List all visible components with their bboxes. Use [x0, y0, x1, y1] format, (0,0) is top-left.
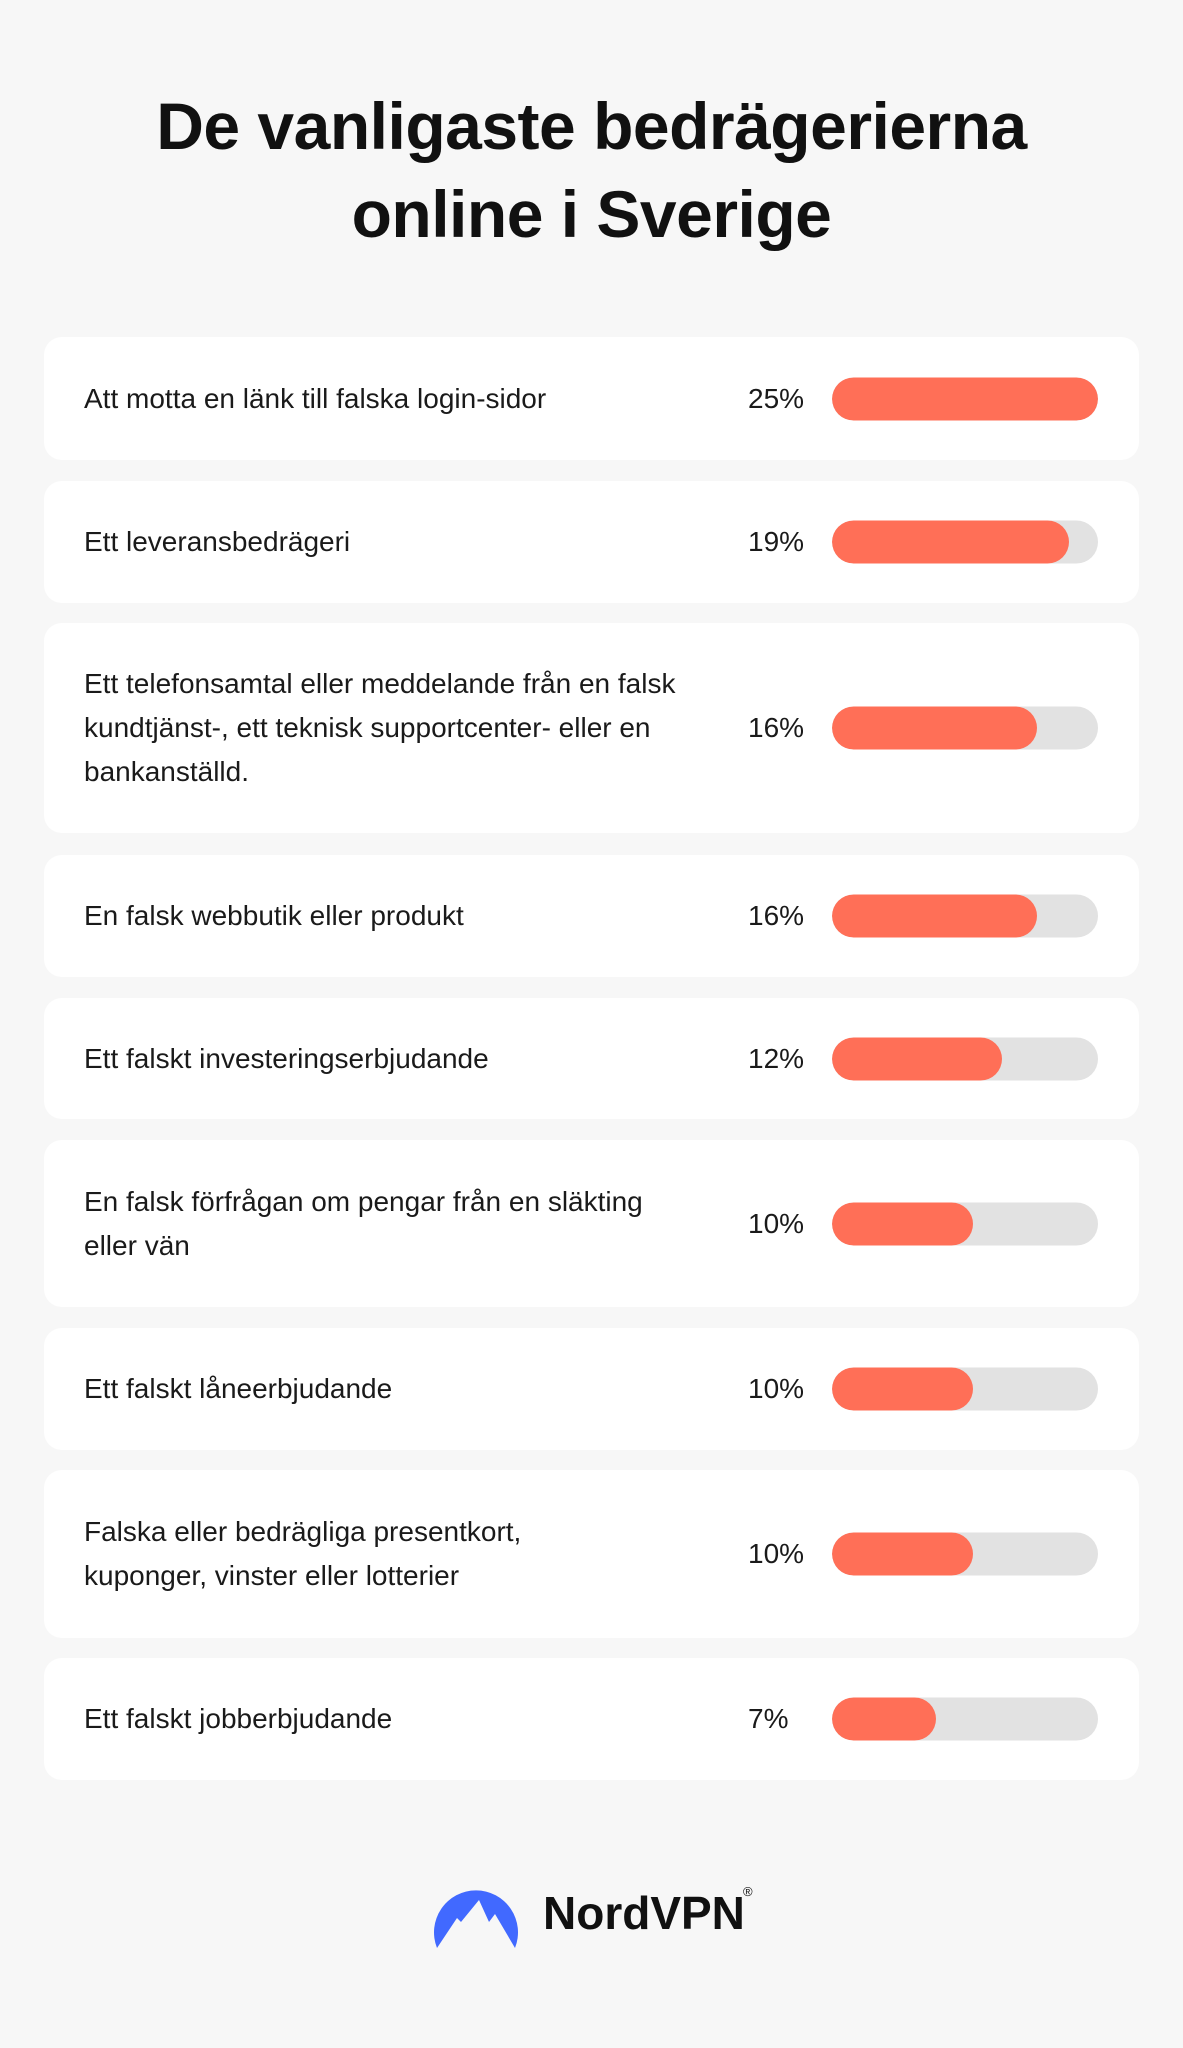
value-label: 16%: [748, 712, 805, 743]
bar-track: [832, 377, 1098, 420]
value-label: 19%: [748, 526, 805, 557]
bar-row: En falsk förfrågan om pengar från en slä…: [44, 1140, 1139, 1307]
bar: [832, 520, 1069, 564]
bar: [832, 1367, 973, 1411]
bar-track: [832, 706, 1098, 750]
bar-row: Att motta en länk till falska login-sido…: [44, 337, 1139, 460]
category-label: Ett telefonsamtal eller meddelande från …: [84, 668, 676, 787]
bar-row: Falska eller bedrägliga presentkort, kup…: [44, 1470, 1139, 1638]
bar: [832, 1202, 973, 1245]
category-label: En falsk webbutik eller produkt: [84, 900, 464, 931]
bar-track: [832, 894, 1098, 938]
bar: [832, 1697, 936, 1741]
value-label: 16%: [748, 900, 805, 931]
registered-mark: ®: [743, 1884, 753, 1899]
bar-track: [832, 1037, 1098, 1080]
value-label: 10%: [748, 1373, 805, 1404]
bar: [832, 894, 1037, 938]
bar-row: Ett falskt investeringserbjudande 12%: [44, 998, 1139, 1119]
page-title: De vanligaste bedrägerierna online i Sve…: [0, 82, 1183, 258]
category-label: Ett leveransbedrägeri: [84, 526, 351, 557]
bar-track: [832, 1532, 1098, 1576]
title-line-2: online i Sverige: [351, 177, 832, 251]
value-label: 7%: [748, 1703, 789, 1734]
bar-track: [832, 1697, 1098, 1741]
bar-row: Ett falskt låneerbjudande 10%: [44, 1328, 1139, 1450]
category-label: En falsk förfrågan om pengar från en slä…: [84, 1185, 643, 1261]
category-label: Ett falskt investeringserbjudande: [84, 1042, 489, 1074]
value-label: 12%: [748, 1042, 805, 1074]
bar-track: [832, 1202, 1098, 1245]
category-label: Ett falskt låneerbjudande: [84, 1373, 393, 1404]
mountain-logo-icon: [434, 1890, 518, 1948]
title-line-1: De vanligaste bedrägerierna: [156, 89, 1027, 163]
bar-track: [832, 520, 1098, 564]
bar: [832, 377, 1098, 420]
bar: [832, 706, 1037, 750]
brand-name: NordVPN: [543, 1887, 745, 1939]
bar-track: [832, 1367, 1098, 1411]
bar-row: En falsk webbutik eller produkt 16%: [44, 855, 1139, 977]
bar-row: Ett falskt jobberbjudande 7%: [44, 1658, 1139, 1780]
value-label: 25%: [748, 382, 805, 414]
category-label: Ett falskt jobberbjudande: [84, 1703, 393, 1734]
category-label: Att motta en länk till falska login-sido…: [84, 382, 547, 414]
bar: [832, 1532, 973, 1576]
bar-row: Ett leveransbedrägeri 19%: [44, 481, 1139, 603]
value-label: 10%: [748, 1207, 805, 1239]
category-label: Falska eller bedrägliga presentkort, kup…: [84, 1516, 522, 1591]
bar-row: Ett telefonsamtal eller meddelande från …: [44, 623, 1139, 833]
nordvpn-logo: NordVPN ®: [431, 1878, 761, 1950]
value-label: 10%: [748, 1538, 805, 1569]
bar: [832, 1037, 1003, 1080]
